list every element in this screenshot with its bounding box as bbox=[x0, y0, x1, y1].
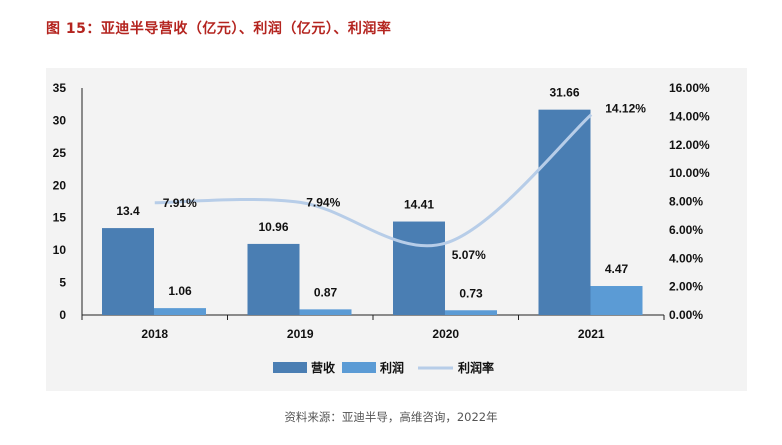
legend-swatch-profit bbox=[342, 362, 376, 373]
profit-bar bbox=[299, 309, 352, 315]
right-tick-label: 8.00% bbox=[669, 195, 703, 209]
profit-bar bbox=[154, 308, 206, 315]
right-tick-label: 2.00% bbox=[669, 280, 703, 294]
revenue-bar bbox=[247, 243, 300, 315]
profit-bar bbox=[445, 310, 497, 315]
x-category-label: 2020 bbox=[432, 327, 459, 341]
profit-value-label: 4.47 bbox=[605, 262, 629, 276]
legend-label-profit: 利润 bbox=[380, 360, 404, 375]
x-category-label: 2018 bbox=[141, 327, 168, 341]
revenue-value-label: 14.41 bbox=[404, 198, 434, 212]
profit-value-label: 1.06 bbox=[168, 284, 192, 298]
left-tick-label: 0 bbox=[59, 308, 66, 322]
legend-swatch-revenue bbox=[273, 362, 307, 373]
revenue-bar bbox=[102, 228, 154, 315]
left-tick-label: 10 bbox=[53, 243, 67, 257]
right-tick-label: 4.00% bbox=[669, 251, 703, 265]
right-tick-label: 12.00% bbox=[669, 138, 710, 152]
revenue-value-label: 13.4 bbox=[116, 204, 140, 218]
margin-value-label: 7.91% bbox=[163, 196, 197, 210]
left-tick-label: 15 bbox=[53, 211, 67, 225]
profit-value-label: 0.87 bbox=[314, 285, 338, 299]
source-note: 资料来源：亚迪半导，高维咨询，2022年 bbox=[284, 410, 498, 424]
legend-label-margin: 利润率 bbox=[458, 360, 494, 375]
x-category-label: 2019 bbox=[287, 327, 314, 341]
right-tick-label: 6.00% bbox=[669, 223, 703, 237]
revenue-bar bbox=[393, 221, 445, 315]
right-tick-label: 16.00% bbox=[669, 81, 710, 95]
right-tick-label: 10.00% bbox=[669, 166, 710, 180]
left-tick-label: 35 bbox=[53, 81, 67, 95]
profit-value-label: 0.73 bbox=[459, 286, 483, 300]
combo-chart: 0 5 10 15 20 25 30 35 0.00% 2.00% 4.00% 6.00% 8.00% 1… bbox=[53, 81, 710, 375]
figure-title: 图 15：亚迪半导营收（亿元）、利润（亿元）、利润率 bbox=[46, 21, 392, 37]
x-category-label: 2021 bbox=[578, 327, 605, 341]
legend-label-revenue: 营收 bbox=[311, 360, 335, 375]
margin-value-label: 7.94% bbox=[306, 195, 340, 209]
profit-bar bbox=[590, 286, 643, 315]
margin-value-label: 5.07% bbox=[452, 248, 486, 262]
right-tick-label: 0.00% bbox=[669, 308, 703, 322]
right-tick-label: 14.00% bbox=[669, 109, 710, 123]
left-tick-label: 20 bbox=[53, 178, 67, 192]
left-tick-label: 30 bbox=[53, 113, 67, 127]
margin-line bbox=[154, 113, 593, 248]
revenue-value-label: 10.96 bbox=[258, 220, 288, 234]
left-tick-label: 5 bbox=[59, 276, 66, 290]
left-tick-label: 25 bbox=[53, 146, 67, 160]
revenue-value-label: 31.66 bbox=[549, 86, 579, 100]
margin-value-label: 14.12% bbox=[605, 102, 646, 116]
chart-panel: 0 5 10 15 20 25 30 35 0.00% 2.00% 4.00% 6.00% 8.00% 1… bbox=[46, 68, 747, 391]
